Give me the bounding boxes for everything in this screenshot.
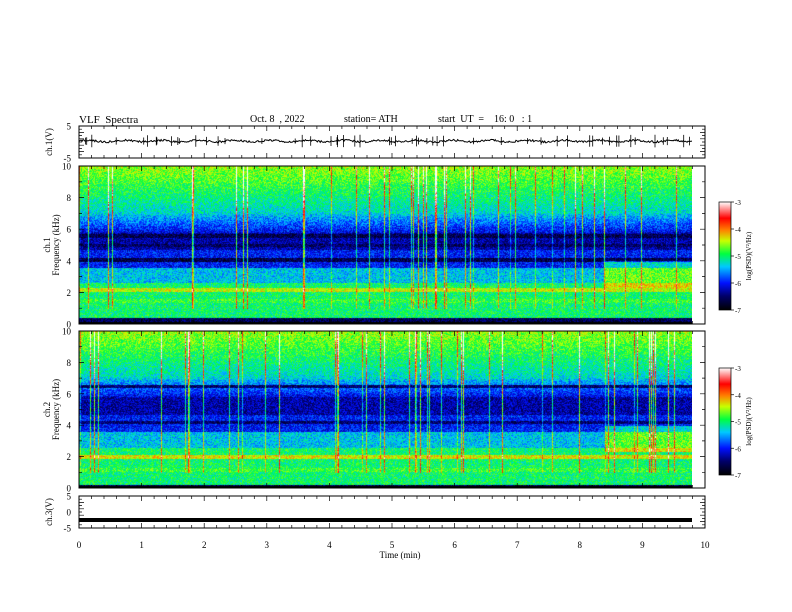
y-axis-panel-2: 0 2 4 6 8 10 ch.1 Frequency (kHz): [42, 162, 705, 330]
x-tick-label: 10: [701, 540, 711, 550]
y-tick-label: 6: [67, 225, 72, 235]
colorbar-label: log(PSD)(V²/Hz): [745, 231, 753, 280]
y-tick-label: 2: [67, 452, 72, 462]
y-axis-panel-3: 0 2 4 6 8 10 ch.2 Frequency (kHz): [42, 327, 705, 494]
colorbar-tick-label: -4: [735, 392, 741, 400]
y-tick-label: 8: [67, 193, 72, 203]
y-tick-label: 10: [62, 327, 72, 337]
y-axis-panel-4: 5 0 -5 ch.3(V): [44, 492, 705, 534]
y-ticks-panel-2: [79, 165, 705, 325]
date-label: Oct. 8 , 2022: [250, 114, 305, 125]
y-tick-label: 8: [67, 358, 72, 368]
y-tick-label: 4: [67, 421, 72, 431]
colorbar-tick-label: -3: [735, 365, 741, 373]
y-tick-label: 2: [67, 288, 72, 298]
ch1-trace: [78, 138, 693, 144]
colorbar-label: log(PSD)(V²/Hz): [745, 397, 753, 446]
spectrogram-image-ch3: [79, 331, 692, 488]
y-ticks-panel-3: [79, 330, 705, 489]
y-tick-label: 0: [67, 484, 72, 494]
y-tick-label: 10: [62, 162, 72, 172]
x-ticks-panel-1: [78, 126, 706, 158]
spectrogram-ch2: [79, 166, 692, 324]
y-axis-label-line2: Frequency (kHz): [51, 379, 61, 440]
spectrogram-ch3: [79, 331, 692, 488]
colorbar-tick-label: -5: [735, 419, 741, 427]
x-tick-label: 7: [515, 540, 520, 550]
y-axis-label-line2: Frequency (kHz): [51, 214, 61, 275]
y-tick-label: 4: [67, 256, 72, 266]
x-tick-label: 1: [139, 540, 144, 550]
y-tick-label: -5: [64, 154, 72, 164]
x-tick-label: 8: [578, 540, 583, 550]
y-tick-label: 5: [67, 492, 72, 502]
y-axis-label: ch.3(V): [44, 498, 54, 526]
colorbar-tick-label: -4: [735, 226, 741, 234]
x-tick-label: 0: [77, 540, 82, 550]
colorbar-tick-label: -6: [735, 280, 741, 288]
colorbar-gradient: [718, 367, 732, 476]
colorbar-tick-label: -3: [735, 199, 741, 207]
station-label: station= ATH: [344, 114, 398, 125]
x-ticks-panel-3: [78, 331, 706, 488]
x-tick-label: 9: [640, 540, 645, 550]
spectrogram-image-ch2: [79, 166, 692, 324]
y-ticks-panel-1: [79, 125, 705, 159]
y-tick-label: 0: [67, 508, 72, 518]
y-tick-label: 0: [67, 320, 72, 330]
colorbar-tick-label: -7: [735, 307, 741, 315]
y-axis-label-line1: ch.2: [42, 402, 52, 417]
colorbar-tick-label: -5: [735, 253, 741, 261]
colorbar-tick-label: -6: [735, 445, 741, 453]
x-tick-label: 2: [202, 540, 207, 550]
x-tick-label: 4: [327, 540, 332, 550]
y-tick-label: -5: [64, 524, 72, 534]
y-axis-label-line1: ch.1: [42, 237, 52, 252]
colorbar-ch1: -3 -4 -5 -6 -7 log(PSD)(V²/Hz): [718, 199, 753, 315]
colorbar-gradient: [718, 201, 732, 311]
y-axis-label: ch.1(V): [44, 128, 54, 156]
x-tick-label: 6: [452, 540, 457, 550]
chart-title: VLF Spectra: [79, 114, 139, 126]
colorbar-ch2: -3 -4 -5 -6 -7 log(PSD)(V²/Hz): [718, 365, 753, 480]
y-ticks-panel-4: [79, 495, 705, 529]
x-axis: 0 1 2 3 4 5 6 7 8 9 10 Time (min): [77, 540, 710, 560]
x-axis-label: Time (min): [380, 550, 421, 560]
y-tick-label: 6: [67, 389, 72, 399]
x-ticks-panel-4: [78, 496, 706, 528]
x-ticks-panel-2: [78, 166, 706, 324]
ch1-spikes: [85, 134, 690, 148]
colorbar-tick-label: -7: [735, 472, 741, 480]
x-tick-label: 3: [265, 540, 270, 550]
y-axis-panel-1: 5 -5 ch.1(V): [44, 122, 705, 164]
y-tick-label: 5: [67, 122, 72, 132]
start-time-label: start UT = 16: 0 : 1: [438, 114, 533, 125]
x-tick-label: 5: [390, 540, 395, 550]
